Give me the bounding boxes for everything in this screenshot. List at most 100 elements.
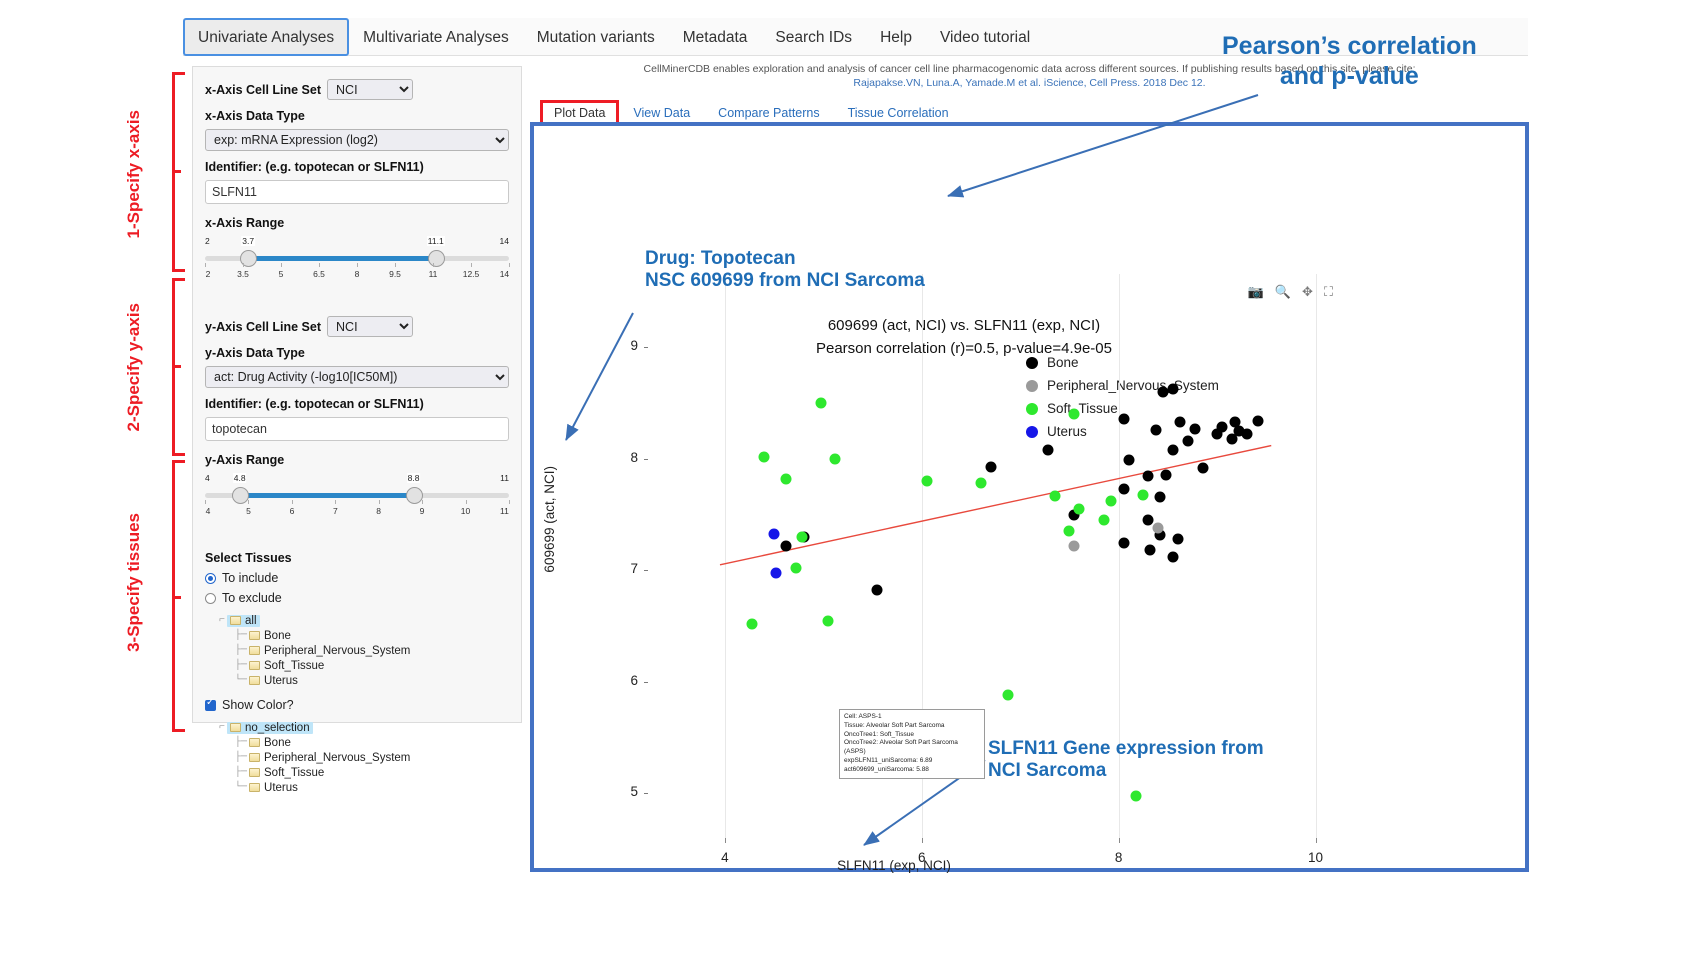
y-slider-knob-high[interactable] [405,487,423,504]
scatter-point-uterus[interactable] [768,528,780,540]
scatter-point-soft_tissue[interactable] [746,618,758,630]
scatter-point-bone[interactable] [1167,383,1179,395]
scatter-point-bone[interactable] [1118,483,1130,495]
y-axis-cell-line-set-select[interactable]: NCI [327,316,414,337]
scatter-point-bone[interactable] [1229,416,1241,428]
scatter-point-soft_tissue[interactable] [1073,503,1085,515]
scatter-point-bone[interactable] [1172,533,1184,545]
scatter-point-bone[interactable] [1118,413,1130,425]
scatter-point-soft_tissue[interactable] [780,473,792,485]
legend-item-soft-tissue[interactable]: Soft_Tissue [1026,397,1219,420]
scatter-point-soft_tissue[interactable] [1063,525,1075,537]
scatter-point-bone[interactable] [1118,537,1130,549]
x-axis-identifier-input[interactable] [205,180,509,204]
radio-include-icon[interactable] [205,572,216,584]
tree-item-bone[interactable]: ├─ Bone [235,629,291,642]
x-slider-knob-low[interactable] [240,250,258,267]
scatter-point-soft_tissue[interactable] [1098,514,1110,526]
scatter-point-bone[interactable] [1142,470,1154,482]
app-citation-link[interactable]: Rajapakse.VN, Luna.A, Yamade.M et al. iS… [853,77,1206,89]
scatter-point-bone[interactable] [1042,444,1054,456]
scatter-point-bone[interactable] [985,461,997,473]
scatter-point-bone[interactable] [1216,421,1228,433]
tree-node-all[interactable]: ⌐ all [205,613,509,628]
scatter-point-bone[interactable] [1167,551,1179,563]
scatter-point-bone[interactable] [1157,386,1169,398]
scatter-point-peripheral_nervous_system[interactable] [1068,540,1080,552]
scatter-point-soft_tissue[interactable] [758,451,770,463]
scatter-point-soft_tissue[interactable] [822,615,834,627]
scatter-point-uterus[interactable] [770,567,782,579]
autoscale-icon[interactable]: ⛶ [1323,284,1333,299]
scatter-point-soft_tissue[interactable] [1137,489,1149,501]
scatter-point-soft_tissue[interactable] [921,475,933,487]
tab-univariate-analyses[interactable]: Univariate Analyses [183,18,350,56]
scatter-point-bone[interactable] [1226,433,1238,445]
scatter-point-soft_tissue[interactable] [1049,490,1061,502]
scatter-point-bone[interactable] [1182,435,1194,447]
legend-item-uterus[interactable]: Uterus [1026,420,1219,443]
subtab-view-data[interactable]: View Data [633,106,691,120]
scatter-point-bone[interactable] [871,584,883,596]
scatter-point-soft_tissue[interactable] [975,477,987,489]
tab-multivariate-analyses[interactable]: Multivariate Analyses [363,28,509,46]
scatter-point-bone[interactable] [780,540,792,552]
scatter-point-soft_tissue[interactable] [1068,408,1080,420]
scatter-point-soft_tissue[interactable] [790,562,802,574]
show-color-checkbox-icon[interactable] [205,697,216,711]
scatter-point-soft_tissue[interactable] [815,397,827,409]
tree-item-soft-tissue-excl[interactable]: ├─ Soft_Tissue [235,766,325,779]
scatter-point-soft_tissue[interactable] [829,453,841,465]
scatter-point-bone[interactable] [1160,469,1172,481]
scatter-point-bone[interactable] [1144,544,1156,556]
scatter-point-bone[interactable] [1068,509,1080,521]
scatter-point-bone[interactable] [1154,529,1166,541]
x-axis-cell-line-set-select[interactable]: NCI [327,79,414,100]
scatter-point-bone[interactable] [1211,428,1223,440]
x-slider-knob-high[interactable] [427,250,445,267]
scatter-point-bone[interactable] [1123,454,1135,466]
show-color-checkbox-row[interactable]: Show Color? [205,697,509,712]
scatter-point-peripheral_nervous_system[interactable] [1152,522,1164,534]
tree-item-uterus[interactable]: └─ Uterus [235,674,298,687]
tree-node-no-selection[interactable]: ⌐ no_selection [205,720,509,735]
scatter-point-soft_tissue[interactable] [1130,790,1142,802]
scatter-point-bone[interactable] [1154,491,1166,503]
tree-item-soft-tissue[interactable]: ├─ Soft_Tissue [235,659,325,672]
scatter-point-bone[interactable] [1197,462,1209,474]
y-axis-data-type-select[interactable]: act: Drug Activity (-log10[IC50M]) [205,366,509,388]
tab-mutation-variants[interactable]: Mutation variants [536,28,655,46]
scatter-point-bone[interactable] [1233,425,1245,437]
subtab-compare-patterns[interactable]: Compare Patterns [718,106,820,120]
y-slider-knob-low[interactable] [231,487,249,504]
scatter-point-bone[interactable] [1167,444,1179,456]
radio-exclude-icon[interactable] [205,592,216,604]
scatter-point-bone[interactable] [1241,428,1253,440]
scatter-point-bone[interactable] [1150,424,1162,436]
tab-video-tutorial[interactable]: Video tutorial [939,28,1031,46]
legend-item-bone[interactable]: Bone [1026,351,1219,374]
tree-item-bone-excl[interactable]: ├─ Bone [235,736,291,749]
tree-item-pns[interactable]: ├─ Peripheral_Nervous_System [235,644,411,657]
scatter-point-soft_tissue[interactable] [1105,495,1117,507]
pan-icon[interactable]: ✥ [1301,284,1313,299]
tree-item-uterus-excl[interactable]: └─ Uterus [235,781,298,794]
x-axis-range-slider[interactable]: 2 14 3.7 11.1 2 3.5 5 6.5 8 9.5 11 12.5 … [205,236,510,288]
x-axis-data-type-select[interactable]: exp: mRNA Expression (log2) [205,129,509,151]
scatter-point-bone[interactable] [1174,416,1186,428]
tab-search-ids[interactable]: Search IDs [775,28,853,46]
tab-metadata[interactable]: Metadata [682,28,748,46]
tab-help[interactable]: Help [880,28,912,46]
tree-item-pns-excl[interactable]: ├─ Peripheral_Nervous_System [235,751,411,764]
y-axis-range-slider[interactable]: 4 11 4.8 8.8 4 5 6 7 8 9 10 11 [205,473,510,525]
scatter-point-soft_tissue[interactable] [1002,689,1014,701]
scatter-point-bone[interactable] [1189,423,1201,435]
scatter-point-bone[interactable] [1142,514,1154,526]
radio-to-exclude[interactable]: To exclude [205,591,509,605]
zoom-in-icon[interactable]: 🔍 [1274,284,1291,299]
camera-icon[interactable]: 📷 [1247,284,1264,299]
radio-to-include[interactable]: To include [205,571,509,585]
subtab-tissue-correlation[interactable]: Tissue Correlation [847,106,949,120]
y-axis-identifier-input[interactable] [205,417,509,441]
scatter-point-soft_tissue[interactable] [796,531,808,543]
